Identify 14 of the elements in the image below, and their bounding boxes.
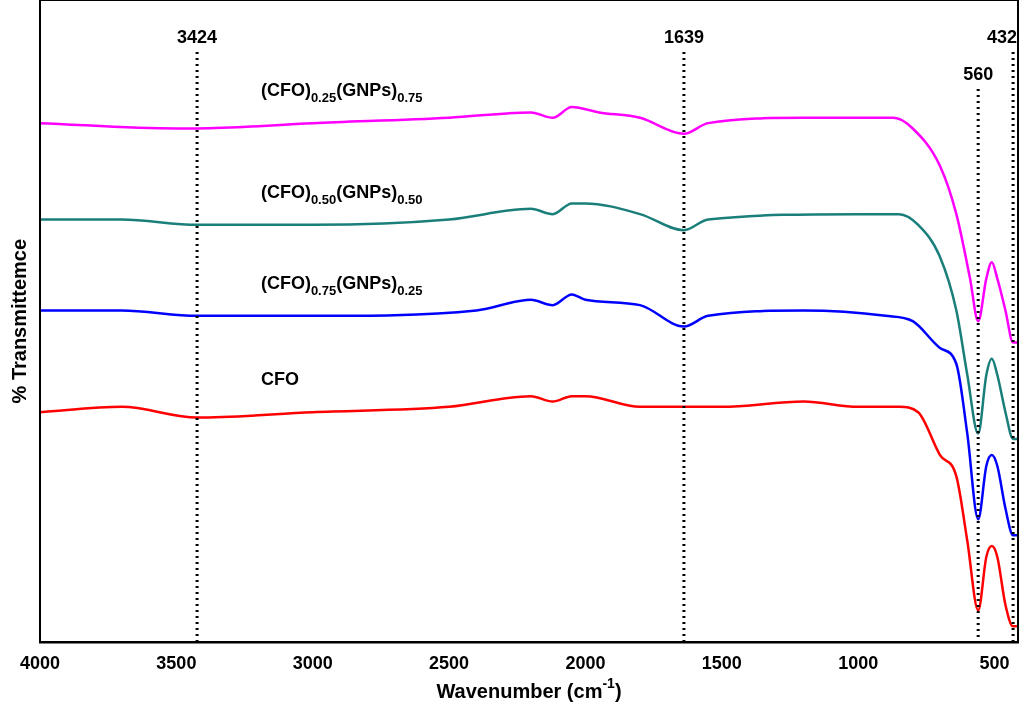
x-tick-label: 500 xyxy=(979,653,1010,674)
x-tick-label: 3500 xyxy=(156,653,197,674)
x-tick-label: 2000 xyxy=(565,653,606,674)
ref-line-label: 1639 xyxy=(663,26,704,47)
ref-line-label: 560 xyxy=(963,63,994,84)
x-tick-label: 1000 xyxy=(838,653,879,674)
x-tick-label: 3000 xyxy=(292,653,333,674)
x-tick-label: 4000 xyxy=(19,653,61,674)
x-tick-label: 1500 xyxy=(701,653,742,674)
x-tick-label: 2500 xyxy=(429,653,470,674)
y-axis-title: % Transmittemce xyxy=(7,238,30,404)
series-label: CFO xyxy=(260,369,299,390)
ref-line-label: 3424 xyxy=(177,26,218,47)
ref-line-label: 432 xyxy=(986,26,1018,47)
